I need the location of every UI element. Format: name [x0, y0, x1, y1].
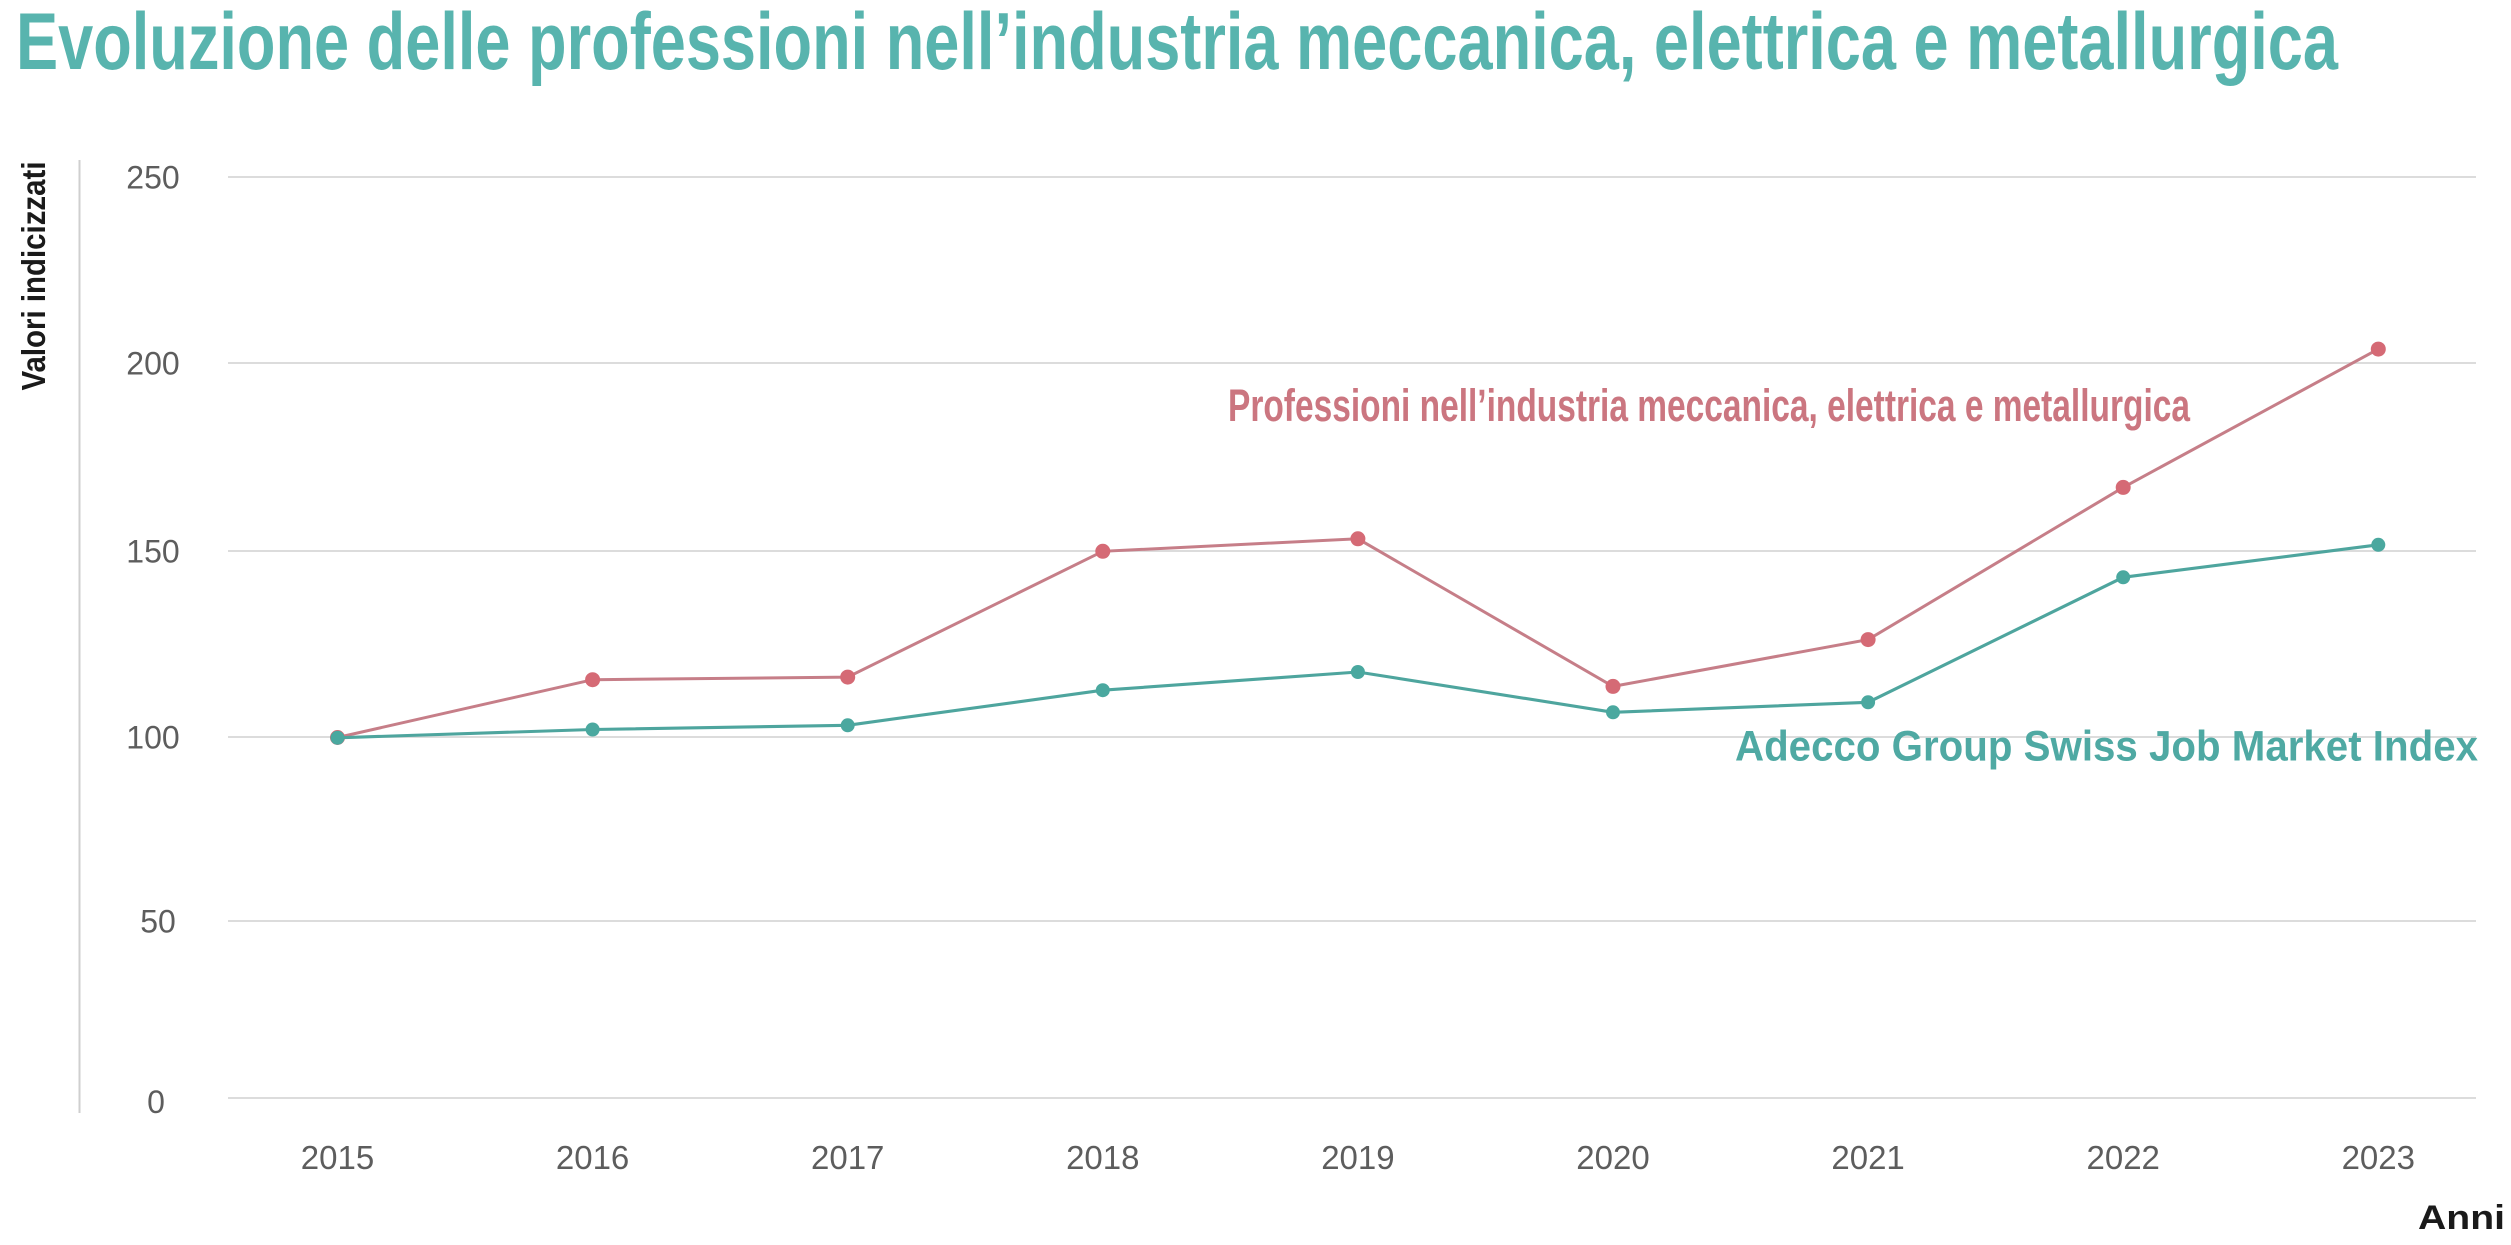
svg-text:250: 250: [126, 160, 179, 196]
svg-text:2023: 2023: [2342, 1139, 2415, 1176]
svg-text:2019: 2019: [1321, 1139, 1394, 1176]
svg-text:50: 50: [140, 904, 176, 940]
svg-text:0: 0: [147, 1084, 165, 1120]
svg-text:Evoluzione delle professioni n: Evoluzione delle professioni nell’indust…: [16, 0, 2339, 87]
svg-text:200: 200: [126, 346, 179, 382]
svg-text:2021: 2021: [1831, 1139, 1904, 1176]
svg-text:2022: 2022: [2086, 1139, 2159, 1176]
svg-text:Adecco Group Swiss Job Market: Adecco Group Swiss Job Market Index: [1735, 723, 2478, 771]
svg-text:2015: 2015: [301, 1139, 374, 1176]
svg-text:Professioni nell’industria mec: Professioni nell’industria meccanica, el…: [1228, 380, 2191, 431]
svg-text:2018: 2018: [1066, 1139, 1139, 1176]
svg-text:2020: 2020: [1576, 1139, 1649, 1176]
svg-text:Valori indicizzati: Valori indicizzati: [15, 162, 52, 391]
svg-text:Anni: Anni: [2418, 1199, 2505, 1237]
svg-text:2017: 2017: [811, 1139, 884, 1176]
svg-text:150: 150: [126, 534, 179, 570]
svg-text:2016: 2016: [556, 1139, 629, 1176]
svg-text:100: 100: [126, 720, 179, 756]
